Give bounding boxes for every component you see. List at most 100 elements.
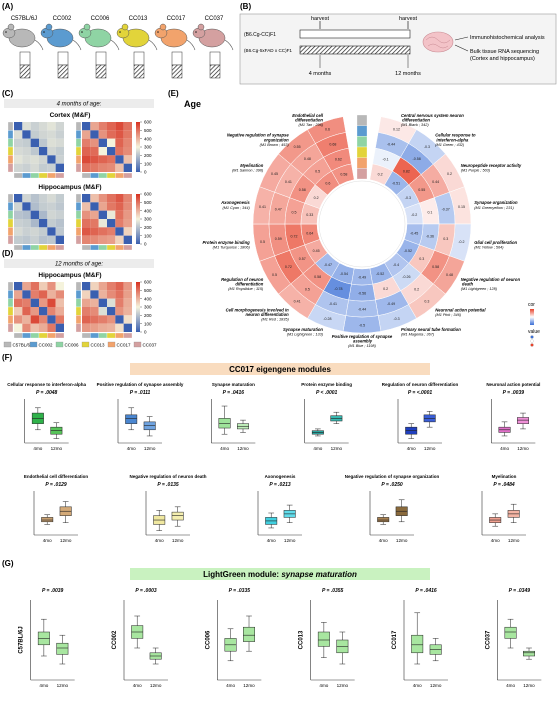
- heatmap-cell: [82, 282, 91, 291]
- heatmap-cell: [90, 235, 99, 244]
- y-axis-label: C57BL/6J: [19, 626, 25, 653]
- heatmap-cell: [90, 163, 99, 172]
- heatmap-cell: [115, 282, 124, 291]
- heatmap-cell: [39, 138, 48, 147]
- heatmap-cell: [107, 282, 116, 291]
- panel-label: (E): [168, 89, 179, 98]
- box: [377, 517, 390, 523]
- cell-value: 0.58: [314, 275, 321, 279]
- cell-value: 0.55: [418, 188, 425, 192]
- heatmap-cell: [90, 138, 99, 147]
- heatmap-cell: [39, 219, 48, 228]
- heatmap-cell: [107, 130, 116, 139]
- heatmap-cell: [123, 130, 132, 139]
- label-line: Synapse organization: [474, 200, 518, 205]
- module-id: (M1 Tan ; 296): [298, 123, 323, 127]
- module-id: (M1 Brown ; 453): [260, 143, 290, 147]
- heatmap-cell: [47, 122, 56, 131]
- module-name: Negative regulation of neuron death: [461, 277, 521, 287]
- subtitle-bar: [4, 259, 154, 268]
- heatmap-cell: [115, 298, 124, 307]
- heatmap-cell: [14, 155, 23, 164]
- heatmap-cell: [30, 138, 39, 147]
- heatmap-cell: [30, 155, 39, 164]
- heatmap-cell: [22, 227, 31, 236]
- strain-strip: [13, 332, 23, 339]
- cell-value: -0.51: [392, 182, 400, 186]
- p-value: P = .0129: [45, 482, 67, 488]
- strain-name: CC002: [53, 16, 72, 22]
- heatmap-cell: [107, 138, 116, 147]
- heatmap-cell: [123, 323, 132, 332]
- heatmap-cell: [30, 290, 39, 299]
- p-value: P < .0001: [316, 390, 338, 396]
- colorbar-label: 500: [144, 200, 152, 205]
- heatmap-cell: [14, 282, 23, 291]
- colorbar: [136, 194, 140, 244]
- heatmap-cell: [115, 315, 124, 324]
- panel-label: (D): [2, 249, 13, 258]
- plot-title: Cellular response to interferon-alpha: [7, 382, 86, 387]
- heatmap-cell: [14, 227, 23, 236]
- strain-name: CC017: [167, 16, 186, 22]
- label-line: interferon-alpha: [435, 137, 469, 142]
- heatmap-cell: [82, 194, 91, 203]
- heatmap-cell: [14, 147, 23, 156]
- colorbar-label: 400: [144, 208, 152, 213]
- cell-value: 0.5: [315, 169, 320, 173]
- genotype-box: [19, 64, 31, 79]
- strain-strip: [75, 146, 82, 156]
- genotype-box: [133, 64, 145, 79]
- strain-strip: [47, 244, 56, 251]
- panel-label: (B): [240, 2, 251, 11]
- group-label: 4mo: [506, 683, 515, 688]
- heatmap-cell: [82, 290, 91, 299]
- group-label: 4mo: [33, 446, 42, 451]
- heatmap-cell: [55, 130, 64, 139]
- colorbar-label: 100: [144, 161, 152, 166]
- heatmap-cell: [22, 290, 31, 299]
- heatmap-cell: [39, 163, 48, 172]
- group-label: 12mo: [284, 538, 296, 543]
- module-name: Neuropeptide receptor activity: [461, 163, 522, 168]
- heatmap-cell: [30, 202, 39, 211]
- group-label: 12mo: [517, 446, 529, 451]
- cell-value: 0.58: [432, 265, 439, 269]
- heatmap-cell: [98, 315, 107, 324]
- heatmap-cell: [55, 210, 64, 219]
- cell-value: 0.6: [325, 182, 330, 186]
- arrow: [454, 44, 469, 52]
- strain-strip: [13, 244, 23, 251]
- heatmap-cell: [39, 210, 48, 219]
- heatmap-cell: [123, 227, 132, 236]
- heatmap-cell: [82, 307, 91, 316]
- strain-strip: [98, 332, 108, 339]
- heatmap-cell: [14, 219, 23, 228]
- module-name: Protein enzyme binding: [202, 240, 250, 245]
- genotype-box: [57, 64, 69, 79]
- label-line: differentiation: [234, 282, 263, 287]
- heatmap-cell: [90, 282, 99, 291]
- strain-strip: [7, 218, 14, 228]
- heatmap-cell: [82, 122, 91, 131]
- plot-title: Neuronal action potential: [486, 382, 540, 387]
- cell-value: 0.41: [259, 205, 266, 209]
- module-name: Endothelial cell differentiation: [292, 113, 324, 123]
- section-title: LightGreen module: synapse maturation: [203, 570, 357, 579]
- colorbar-label: 300: [144, 217, 152, 222]
- group-label: 4mo: [39, 683, 48, 688]
- legend-dot: [530, 339, 534, 343]
- colorbar-label: 300: [144, 305, 152, 310]
- strain-strip: [81, 332, 91, 339]
- heatmap-cell: [14, 323, 23, 332]
- group-label: 12mo: [424, 446, 436, 451]
- heatmap-cell: [107, 227, 116, 236]
- heatmap-cell: [90, 307, 99, 316]
- label-line: Axonogenesis: [220, 200, 250, 205]
- cell-value: 0.2: [447, 172, 452, 176]
- y-axis-label: CC037: [485, 630, 491, 649]
- heatmap-cell: [22, 307, 31, 316]
- heatmap-cell: [115, 290, 124, 299]
- module-name: Neuronal action potential: [435, 307, 486, 312]
- heatmap-cell: [107, 155, 116, 164]
